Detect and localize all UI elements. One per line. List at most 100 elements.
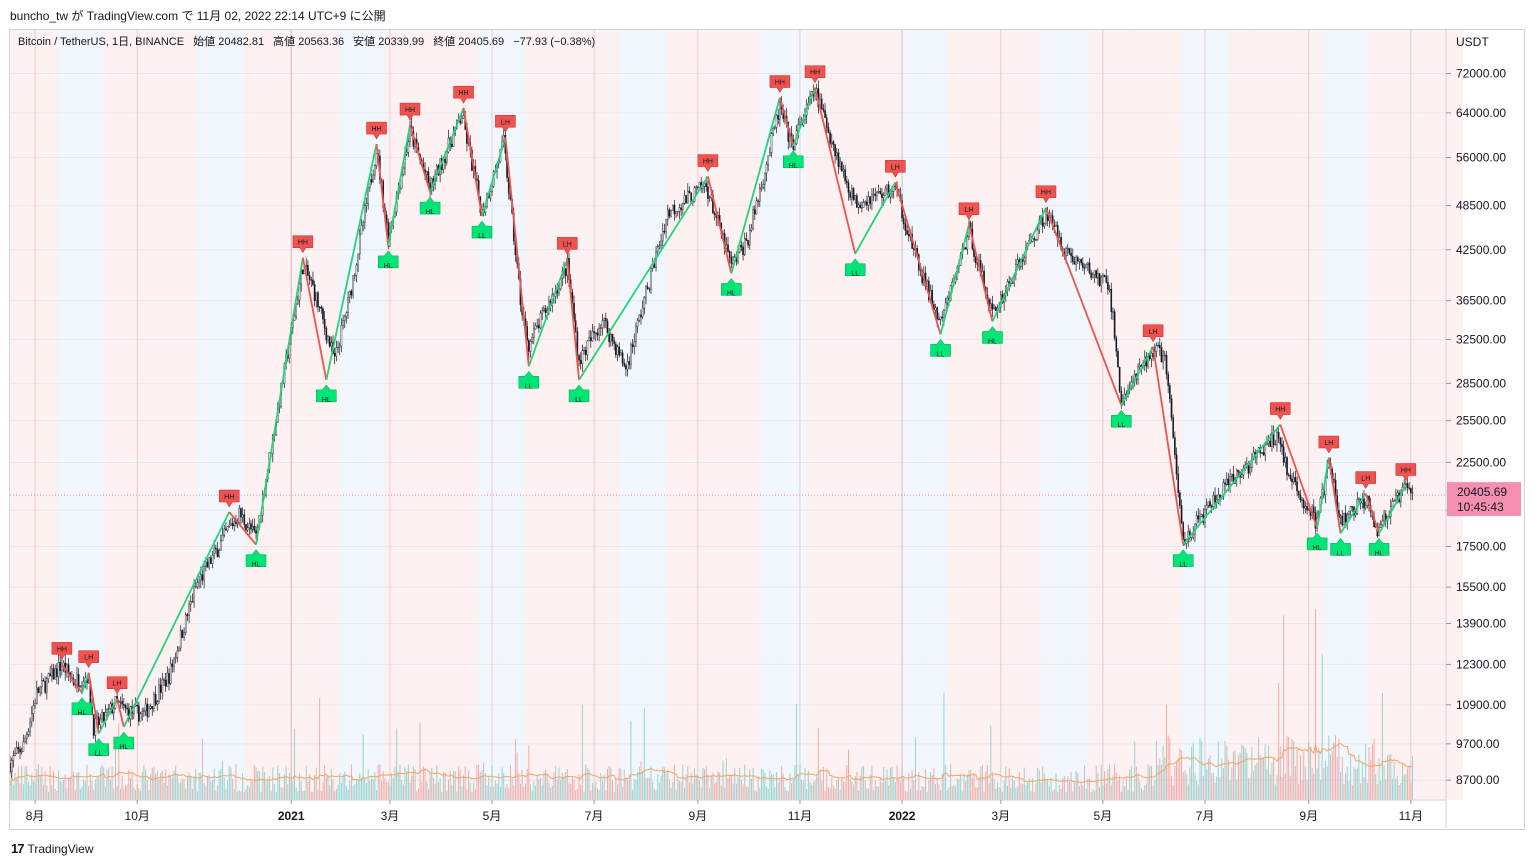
volume-bar	[821, 781, 823, 800]
volume-bar	[635, 780, 637, 800]
candle-down	[307, 265, 309, 276]
price-tick-label: 56000.00	[1456, 151, 1506, 165]
candle-up	[993, 307, 995, 310]
volume-bar	[1388, 754, 1390, 800]
candle-down	[1299, 494, 1302, 500]
candle-up	[338, 345, 341, 348]
footer: 17 TradingView	[11, 841, 94, 856]
volume-bar	[1222, 768, 1224, 800]
volume-bar	[1177, 758, 1179, 800]
volume-bar	[64, 774, 66, 800]
volume-bar	[921, 786, 923, 800]
candle-up	[594, 332, 597, 334]
marker-bubble	[113, 731, 135, 750]
candle-down	[615, 343, 617, 355]
candle-down	[538, 325, 540, 329]
volume-bar	[1324, 761, 1326, 800]
swing-marker-lh: LH	[557, 237, 578, 255]
volume-bar	[230, 767, 232, 800]
volume-bar	[771, 774, 773, 800]
volume-bar	[185, 788, 187, 800]
candle-down	[1076, 257, 1079, 262]
volume-bar	[595, 781, 597, 800]
swing-marker-lh: LH	[78, 650, 99, 669]
volume-bar	[148, 790, 150, 800]
volume-bar	[1082, 785, 1084, 800]
candle-up	[10, 760, 13, 773]
volume-bar	[195, 769, 197, 800]
candle-down	[757, 200, 759, 202]
price-chart[interactable]: HHHLLHLLLHHLHHHLHHHLHHHLHHHLHHLLLHLLLHLL…	[10, 30, 1524, 828]
candle-down	[879, 191, 882, 195]
candle-up	[1292, 477, 1295, 483]
volume-bar	[863, 765, 865, 800]
volume-bar	[670, 787, 672, 800]
volume-bar	[89, 773, 91, 800]
volume-bar	[432, 777, 434, 800]
swing-line-down	[116, 698, 125, 728]
marker-bubble	[568, 384, 590, 403]
volume-bar	[121, 775, 123, 800]
volume-bar	[593, 787, 595, 800]
volume-bar	[262, 766, 264, 800]
volume-bar	[446, 790, 448, 800]
candle-up	[1162, 355, 1164, 363]
volume-bar	[1234, 750, 1236, 800]
candle-up	[533, 328, 535, 338]
candle-down	[589, 337, 592, 342]
volume-bar	[1237, 755, 1239, 800]
volume-bar	[387, 781, 389, 800]
candle-up	[675, 211, 677, 215]
candle-up	[153, 694, 155, 710]
volume-bar	[657, 774, 659, 800]
volume-bar	[171, 777, 173, 800]
marker-bubble	[1111, 409, 1132, 428]
session-band	[666, 30, 691, 800]
volume-bar	[590, 790, 592, 800]
volume-bar	[829, 788, 831, 800]
volume-bar	[560, 779, 562, 800]
volume-bar	[530, 784, 532, 800]
volume-bar	[524, 783, 526, 800]
volume-bar	[1296, 749, 1298, 800]
candle-down	[1306, 506, 1308, 511]
volume-bar	[946, 790, 948, 800]
candle-up	[765, 164, 768, 174]
candle-down	[322, 308, 324, 320]
swing-marker-hl: HL	[1306, 532, 1328, 552]
volume-bar	[588, 770, 590, 800]
volume-bar	[86, 764, 88, 800]
candle-up	[196, 582, 199, 587]
volume-bar	[556, 779, 558, 800]
volume-bar	[816, 776, 818, 800]
volume-bar	[973, 773, 975, 800]
volume-bar	[744, 764, 746, 800]
candle-down	[1082, 262, 1084, 268]
candle-up	[708, 197, 711, 199]
volume-bar	[227, 780, 229, 800]
volume-bar	[874, 780, 876, 800]
volume-bar	[1356, 767, 1358, 800]
volume-bar	[504, 787, 506, 800]
marker-label: HH	[810, 70, 820, 77]
time-tick-label: 8月	[26, 809, 45, 823]
volume-bar	[238, 790, 240, 800]
swing-marker-hl: HL	[71, 697, 93, 717]
volume-bar	[841, 776, 843, 800]
session-band	[1228, 30, 1253, 800]
session-band	[384, 30, 409, 800]
volume-bar	[268, 775, 270, 800]
candle-up	[161, 679, 164, 693]
volume-bar	[449, 770, 451, 800]
volume-bar	[600, 772, 602, 800]
time-tick-label: 3月	[991, 809, 1010, 823]
volume-bar	[1107, 768, 1109, 800]
candle-down	[574, 320, 577, 332]
candle-down	[1148, 355, 1151, 360]
volume-bar	[257, 771, 259, 800]
volume-bar	[265, 781, 267, 800]
candle-down	[1095, 270, 1098, 278]
volume-bar	[663, 767, 665, 800]
volume-bar	[901, 765, 903, 800]
volume-bar	[1072, 791, 1074, 800]
